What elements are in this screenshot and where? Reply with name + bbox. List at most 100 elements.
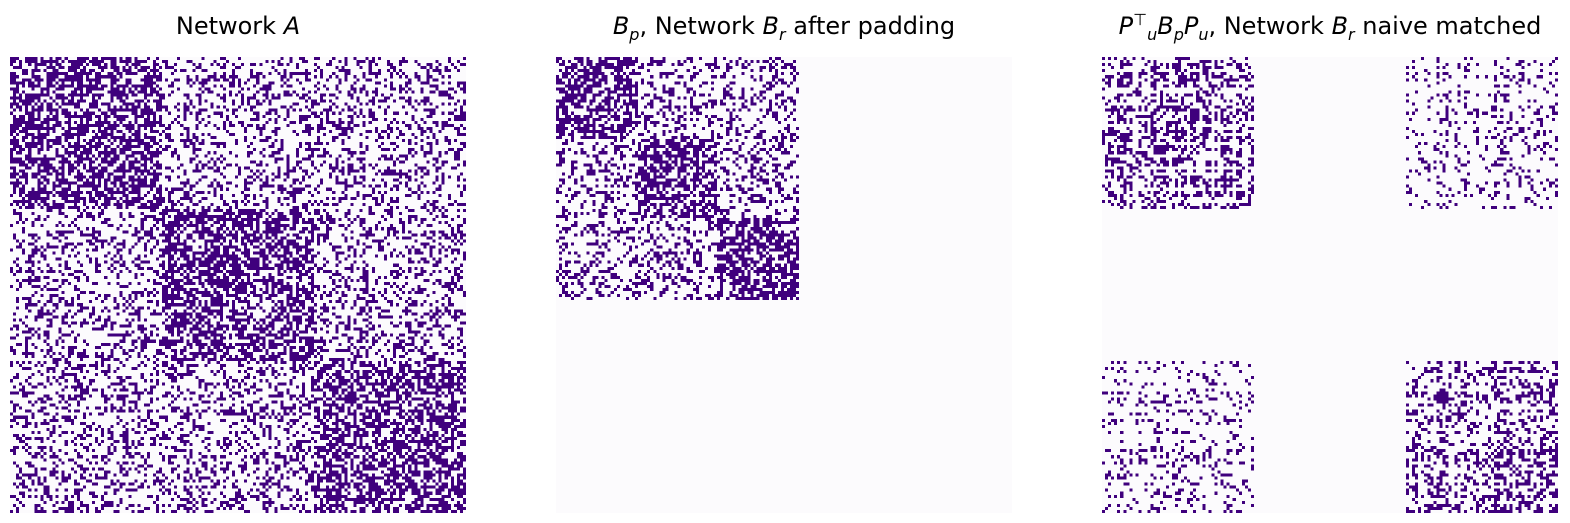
heatmap-row bbox=[571, 169, 778, 173]
heatmap-row bbox=[22, 251, 466, 255]
heatmap-row bbox=[19, 163, 466, 167]
heatmap-row bbox=[13, 190, 463, 194]
heatmap-row bbox=[13, 376, 466, 380]
heatmap-row bbox=[1108, 126, 1531, 130]
heatmap-row bbox=[10, 78, 439, 82]
heatmap-row bbox=[1174, 388, 1555, 392]
heatmap-network-b-padded bbox=[556, 57, 1012, 513]
heatmap-row bbox=[1102, 96, 1507, 100]
heatmap-row bbox=[559, 120, 781, 124]
heatmap-row bbox=[559, 230, 797, 234]
heatmap-row bbox=[1117, 117, 1555, 121]
heatmap-row bbox=[1102, 461, 1558, 465]
heatmap-row bbox=[10, 379, 466, 383]
heatmap-row bbox=[1117, 93, 1558, 97]
heatmap-row bbox=[1108, 145, 1552, 149]
heatmap-row bbox=[37, 370, 466, 374]
heatmap-row bbox=[559, 236, 800, 240]
heatmap-row bbox=[16, 473, 466, 477]
heatmap-row bbox=[1144, 394, 1555, 398]
heatmap-row bbox=[1105, 473, 1558, 477]
heatmap-row bbox=[562, 72, 800, 76]
heatmap-row bbox=[10, 361, 466, 365]
heatmap-row bbox=[10, 148, 463, 152]
heatmap-row bbox=[562, 242, 800, 246]
heatmap-row bbox=[1114, 196, 1549, 200]
heatmap-row bbox=[1111, 172, 1519, 176]
heatmap-row bbox=[16, 221, 466, 225]
heatmap-row bbox=[556, 278, 797, 282]
heatmap-row bbox=[34, 291, 466, 295]
title-part: B bbox=[1331, 12, 1349, 40]
heatmap-row bbox=[10, 424, 466, 428]
heatmap-row bbox=[10, 412, 460, 416]
heatmap-row bbox=[19, 500, 466, 504]
heatmap-row bbox=[1150, 446, 1558, 450]
heatmap-row bbox=[16, 373, 463, 377]
heatmap-row bbox=[43, 458, 466, 462]
heatmap-row bbox=[1111, 111, 1558, 115]
heatmap-row bbox=[10, 345, 466, 349]
heatmap-row bbox=[1102, 136, 1558, 140]
heatmap-row bbox=[562, 172, 784, 176]
heatmap-row bbox=[10, 75, 451, 79]
title-part: r bbox=[779, 24, 786, 44]
heatmap-row bbox=[16, 476, 466, 480]
heatmap-row bbox=[19, 242, 463, 246]
heatmap-row bbox=[559, 102, 797, 106]
heatmap-row bbox=[565, 218, 800, 222]
heatmap-row bbox=[1102, 87, 1546, 91]
heatmap-row bbox=[13, 406, 466, 410]
heatmap-row bbox=[13, 446, 460, 450]
heatmap-row bbox=[559, 63, 794, 67]
heatmap-row bbox=[13, 260, 454, 264]
heatmap-row bbox=[16, 306, 448, 310]
title-network-b-padded: Bp, Network Br after padding bbox=[556, 10, 1012, 42]
heatmap-row bbox=[562, 227, 800, 231]
heatmap-row bbox=[1117, 178, 1558, 182]
heatmap-row bbox=[559, 257, 800, 261]
heatmap-row bbox=[1108, 151, 1546, 155]
heatmap-row bbox=[556, 269, 794, 273]
heatmap-row bbox=[556, 136, 800, 140]
heatmap-row bbox=[1108, 482, 1555, 486]
heatmap-row bbox=[13, 415, 457, 419]
heatmap-row bbox=[13, 187, 466, 191]
heatmap-row bbox=[10, 327, 463, 331]
heatmap-row bbox=[10, 72, 442, 76]
heatmap-row bbox=[556, 108, 797, 112]
heatmap-row bbox=[13, 503, 463, 507]
heatmap-row bbox=[16, 84, 466, 88]
heatmap-row bbox=[10, 224, 463, 228]
heatmap-row bbox=[1129, 452, 1558, 456]
heatmap-row bbox=[562, 142, 784, 146]
heatmap-row bbox=[10, 418, 466, 422]
heatmap-row bbox=[559, 263, 800, 267]
title-part: u bbox=[1147, 24, 1158, 44]
heatmap-row bbox=[556, 123, 791, 127]
heatmap-row bbox=[10, 129, 460, 133]
heatmap-row bbox=[22, 321, 466, 325]
heatmap-row bbox=[1117, 370, 1549, 374]
heatmap-row bbox=[1105, 157, 1555, 161]
heatmap-row bbox=[37, 397, 466, 401]
title-network-b-naive-matched: P⊤uBpPu, Network Br naive matched bbox=[1102, 10, 1558, 44]
heatmap-row bbox=[556, 75, 797, 79]
heatmap-row bbox=[1108, 84, 1555, 88]
heatmap-row bbox=[1108, 421, 1528, 425]
heatmap-row bbox=[16, 288, 463, 292]
heatmap-row bbox=[10, 126, 466, 130]
heatmap-row bbox=[10, 154, 460, 158]
heatmap-row bbox=[1105, 449, 1558, 453]
title-part: Network bbox=[175, 12, 284, 40]
heatmap-row bbox=[10, 123, 463, 127]
heatmap-row bbox=[13, 114, 466, 118]
heatmap-row bbox=[1111, 361, 1558, 365]
heatmap-row bbox=[16, 300, 451, 304]
heatmap-row bbox=[1117, 382, 1558, 386]
title-part: u bbox=[1198, 24, 1209, 44]
heatmap-row bbox=[10, 142, 466, 146]
heatmap-row bbox=[16, 257, 466, 261]
heatmap-row bbox=[556, 111, 794, 115]
heatmap-row bbox=[13, 318, 457, 322]
